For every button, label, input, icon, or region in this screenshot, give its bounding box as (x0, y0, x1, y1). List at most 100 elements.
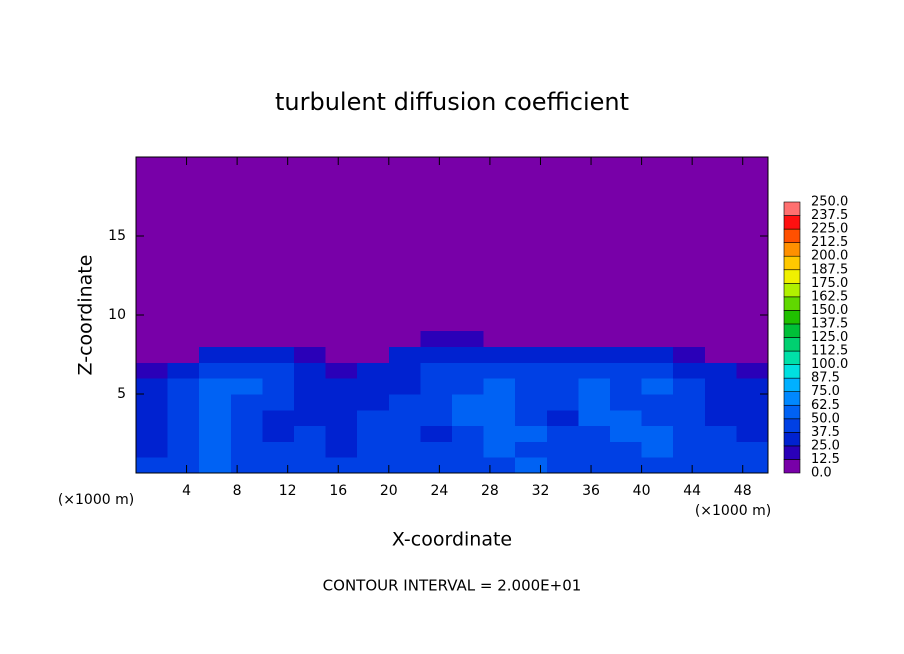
field-cell (483, 394, 516, 411)
colorbar-label: 50.0 (811, 411, 840, 426)
field-cell (167, 425, 200, 442)
field-cell (578, 457, 611, 474)
field-cell (230, 425, 263, 442)
x-tick-label: 8 (233, 483, 242, 499)
field-cell (325, 346, 358, 363)
field-cell (704, 457, 737, 474)
field-cell (199, 457, 232, 474)
field-cell (388, 378, 421, 395)
colorbar-label: 150.0 (811, 303, 848, 318)
colorbar-label: 87.5 (811, 371, 840, 386)
field-cell (136, 425, 169, 442)
field-cell (294, 346, 327, 363)
x-tick-label: 12 (279, 483, 297, 499)
field-cell (199, 425, 232, 442)
colorbar-label: 175.0 (811, 276, 848, 291)
field-cell (610, 346, 643, 363)
field-cell (736, 441, 769, 458)
x-tick-label: 32 (532, 483, 550, 499)
field-cell (546, 394, 579, 411)
field-cell (641, 394, 674, 411)
colorbar-swatch (783, 296, 801, 311)
field-cell (294, 425, 327, 442)
x-tick-label: 4 (182, 483, 191, 499)
colorbar-swatch (783, 459, 801, 474)
field-cell (357, 457, 390, 474)
field-cell (199, 346, 232, 363)
colorbar-swatch (783, 282, 801, 298)
field-cell (673, 330, 706, 348)
field-cell (641, 425, 674, 442)
field-cell (452, 330, 485, 348)
field-cell (357, 362, 390, 379)
field-cell (515, 378, 548, 395)
field-cell (641, 362, 674, 379)
field-cell (546, 346, 579, 363)
colorbar-swatch (783, 350, 801, 365)
field-cell (704, 425, 737, 442)
field-cell (736, 394, 769, 411)
field-cell (388, 441, 421, 458)
field-cell (704, 394, 737, 411)
field-cell (357, 330, 390, 348)
colorbar-label: 0.0 (811, 466, 832, 481)
field-cell (736, 378, 769, 395)
field-cell (546, 362, 579, 379)
field-cell (262, 409, 295, 427)
colorbar-swatch (783, 432, 801, 447)
field-cell (704, 378, 737, 395)
field-cell (230, 362, 263, 379)
x-tick-label: 16 (329, 483, 347, 499)
field-cell (325, 409, 358, 427)
x-tick-label: 36 (582, 483, 600, 499)
field-cell (262, 346, 295, 363)
field-cell (230, 394, 263, 411)
field-cell (230, 409, 263, 427)
field-cell (641, 346, 674, 363)
x-tick-label: 44 (683, 483, 701, 499)
colorbar-swatch (783, 418, 801, 433)
field-cell (641, 441, 674, 458)
field-cell (167, 346, 200, 363)
field-cell (704, 441, 737, 458)
field-cell (388, 409, 421, 427)
field-cell (515, 346, 548, 363)
field-cell (136, 378, 169, 395)
field-cell (262, 362, 295, 379)
field-cell (262, 441, 295, 458)
field-cell (483, 362, 516, 379)
colorbar-swatch (783, 228, 801, 243)
field-cell (578, 394, 611, 411)
field-cell (546, 378, 579, 395)
field-cell (673, 346, 706, 363)
colorbar-swatch (783, 242, 801, 257)
field-cell (230, 441, 263, 458)
x-axis-label: X-coordinate (392, 529, 512, 551)
field-cell (136, 409, 169, 427)
field-cell (578, 409, 611, 427)
field-cell (578, 330, 611, 348)
colorbar-label: 37.5 (811, 425, 840, 440)
field-cell (546, 457, 579, 474)
field-cell (357, 378, 390, 395)
field-cell (294, 457, 327, 474)
colorbar-swatch (783, 404, 801, 420)
field-cell (294, 441, 327, 458)
field-cell (199, 441, 232, 458)
field-cell (546, 409, 579, 427)
field-cell (704, 362, 737, 379)
field-cell (167, 441, 200, 458)
field-cell (230, 330, 263, 348)
field-cell (262, 330, 295, 348)
field-cell (736, 409, 769, 427)
field-cell (294, 330, 327, 348)
field-cell (357, 394, 390, 411)
field-cell (610, 394, 643, 411)
field-cell (736, 346, 769, 363)
colorbar-swatch (783, 364, 801, 379)
field-cell (578, 362, 611, 379)
field-cell (167, 409, 200, 427)
field-cell (294, 378, 327, 395)
colorbar-swatch (783, 310, 801, 325)
